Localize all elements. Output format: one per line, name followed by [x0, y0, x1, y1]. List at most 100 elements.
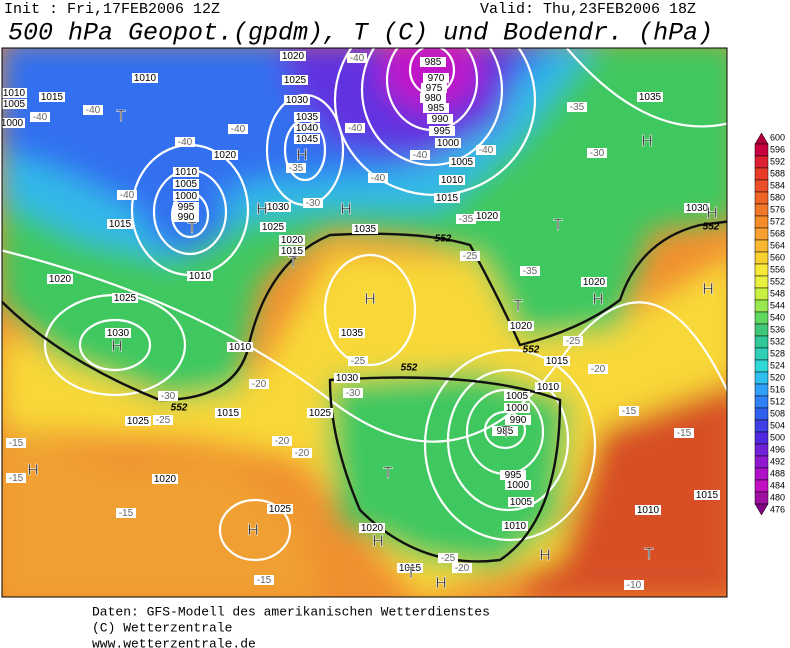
temperature-label: -30 [346, 388, 361, 399]
colorbar-label: 532 [770, 336, 785, 346]
temperature-label: -15 [622, 406, 637, 417]
pressure-center: T [513, 298, 523, 315]
colorbar-label: 568 [770, 228, 785, 238]
temperature-label: -25 [441, 553, 456, 564]
temperature-label-box [292, 448, 312, 458]
isobar-label: 1005 [510, 497, 533, 508]
isobar-label: 970 [428, 73, 445, 84]
isobar-label: 1000 [506, 403, 529, 414]
isobar-label: 1045 [296, 134, 319, 145]
temperature-label-box [438, 553, 458, 563]
colorbar-label: 576 [770, 204, 785, 214]
colorbar-cell [754, 335, 769, 349]
colorbar-label: 480 [770, 492, 785, 502]
isobar-label-box [284, 95, 310, 105]
temperature-label-box [30, 112, 50, 122]
isobar-label-box [307, 408, 333, 418]
isobar-label-box [535, 382, 561, 392]
isobar-label: 995 [178, 202, 195, 213]
isobar-label-box [215, 408, 241, 418]
colorbar-cell [754, 287, 769, 301]
isobar-label: 1015 [696, 490, 719, 501]
temperature-label: -40 [371, 173, 386, 184]
isobar-label-box [227, 342, 253, 352]
colorbar-cell [754, 419, 769, 433]
isobar-label: 1030 [267, 202, 290, 213]
isobar-label-box [429, 126, 455, 136]
colorbar-label: 544 [770, 300, 785, 310]
isobar-label: 990 [178, 212, 195, 223]
colorbar-cell [754, 132, 769, 145]
colorbar-label: 492 [770, 456, 785, 466]
colorbar-cell [754, 143, 769, 157]
isobar-label-box [279, 235, 305, 245]
height-label: 552 [435, 234, 452, 245]
colorbar-cell [754, 407, 769, 421]
colorbar-cell [754, 455, 769, 469]
height-label: 552 [523, 345, 540, 356]
colorbar-label: 488 [770, 468, 785, 478]
isobar-label: 1000 [507, 480, 530, 491]
temperature-label: -15 [9, 438, 24, 449]
pressure-center: H [111, 338, 123, 355]
pressure-center: T [288, 254, 298, 271]
pressure-center: H [340, 201, 352, 218]
isobar-label: 1015 [217, 408, 240, 419]
isobar-label-box [397, 563, 423, 573]
isobar-label: 1040 [296, 123, 319, 134]
colorbar-cell [754, 431, 769, 445]
isobar-label-box [2, 88, 27, 98]
isobar-label: 1010 [537, 382, 560, 393]
temperature-label: -25 [156, 415, 171, 426]
temperature-label-box [6, 473, 26, 483]
colorbar-label: 520 [770, 372, 785, 382]
colorbar-label: 584 [770, 180, 785, 190]
colorbar-label: 476 [770, 504, 785, 514]
map-frame [1, 47, 728, 598]
temperature-label-box [286, 163, 306, 173]
isobar-label-box [279, 246, 305, 256]
footer-source: Daten: GFS-Modell des amerikanischen Wet… [92, 604, 490, 619]
pressure-center: H [435, 575, 447, 592]
isobar-label-box [421, 83, 447, 93]
colorbar-label: 540 [770, 312, 785, 322]
colorbar-label: 556 [770, 264, 785, 274]
temperature-label-box [567, 102, 587, 112]
temperature-label: -15 [9, 473, 24, 484]
colorbar-cell [754, 371, 769, 385]
colorbar-cell [754, 503, 769, 516]
isobar-label-box [474, 211, 500, 221]
colorbar-cell [754, 359, 769, 373]
isobar-label-box [423, 103, 449, 113]
isobar-label: 1015 [399, 563, 422, 574]
isobar-label: 975 [426, 83, 443, 94]
pressure-center: T [187, 220, 197, 237]
colorbar-cell [754, 311, 769, 325]
colorbar-label: 496 [770, 444, 785, 454]
isobar-label-box [105, 328, 131, 338]
colorbar-cell [754, 275, 769, 289]
colorbar-label: 560 [770, 252, 785, 262]
temperature-label-box [345, 123, 365, 133]
isobar-label-box [334, 373, 360, 383]
temperature-label: -40 [33, 112, 48, 123]
isobar-label: 1020 [476, 211, 499, 222]
temperature-label-box [587, 148, 607, 158]
pressure-center: H [372, 533, 384, 550]
isobar-label-box [504, 391, 530, 401]
isobar-label: 1010 [441, 175, 464, 186]
isobar-label-box [637, 92, 663, 102]
temperature-label-box [254, 575, 274, 585]
colorbar-label: 508 [770, 408, 785, 418]
isobar-label-box [544, 356, 570, 366]
isobar-label: 1000 [437, 138, 460, 149]
isobar-label: 1020 [49, 274, 72, 285]
pressure-center: H [27, 462, 39, 479]
isobar-label-box [420, 93, 446, 103]
isobar-label-box [684, 203, 710, 213]
colorbar-label: 516 [770, 384, 785, 394]
pressure-center: H [539, 547, 551, 564]
footer-copyright: (C) Wetterzentrale [92, 620, 232, 635]
isobar-label: 1010 [229, 342, 252, 353]
